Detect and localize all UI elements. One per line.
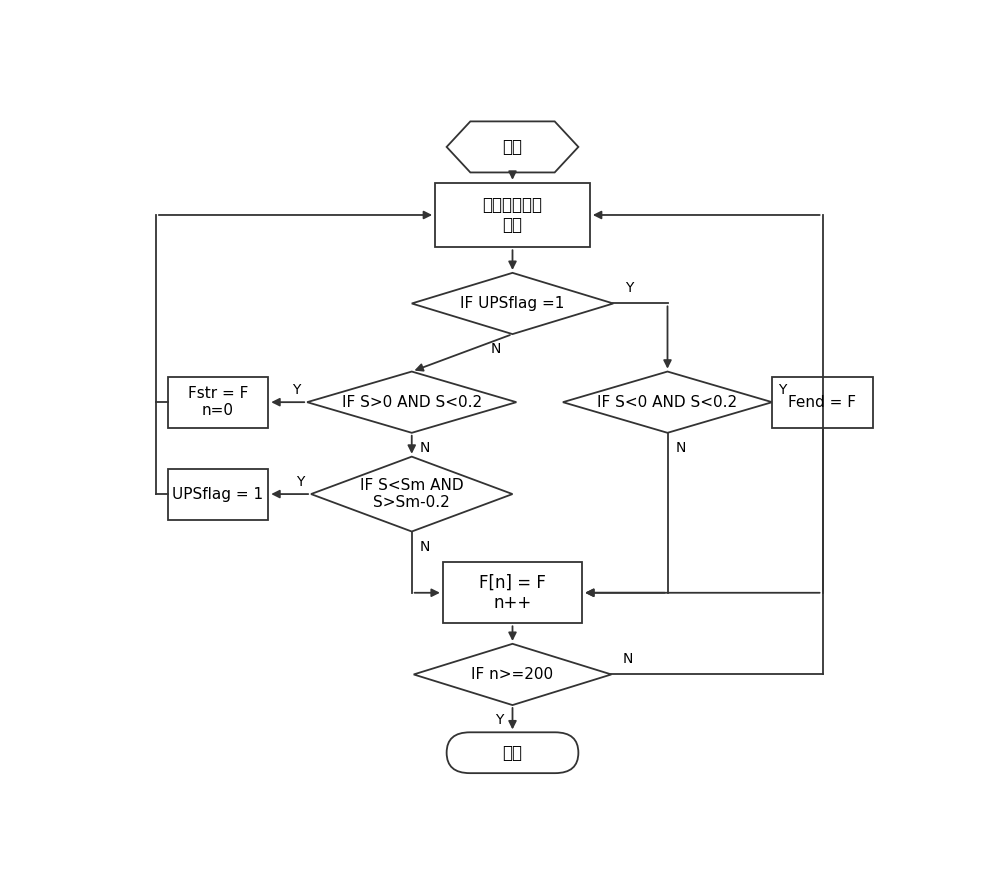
Text: Y: Y (625, 281, 633, 295)
Text: IF S>0 AND S<0.2: IF S>0 AND S<0.2 (342, 394, 482, 409)
Text: 结束: 结束 (503, 743, 522, 762)
Text: Fstr = F
n=0: Fstr = F n=0 (188, 386, 248, 418)
Text: N: N (420, 441, 430, 455)
Polygon shape (414, 644, 611, 705)
Text: Y: Y (495, 713, 503, 728)
Bar (168, 469, 268, 520)
Bar (443, 562, 582, 623)
Polygon shape (311, 457, 512, 531)
Bar (168, 377, 268, 428)
Text: Y: Y (293, 383, 301, 397)
Text: IF UPSflag =1: IF UPSflag =1 (460, 296, 565, 311)
Text: Y: Y (296, 475, 305, 489)
Text: 开始: 开始 (503, 138, 522, 156)
Text: Y: Y (778, 383, 787, 397)
Text: 二维矢量数据
采样: 二维矢量数据 采样 (482, 195, 542, 234)
Text: N: N (623, 652, 633, 667)
Bar (435, 183, 590, 248)
Text: F[n] = F
n++: F[n] = F n++ (479, 574, 546, 612)
Text: N: N (675, 441, 686, 455)
Text: UPSflag = 1: UPSflag = 1 (172, 486, 264, 501)
Text: N: N (490, 342, 501, 356)
Bar (772, 377, 873, 428)
Text: Fend = F: Fend = F (788, 394, 856, 409)
Polygon shape (563, 371, 772, 433)
Text: IF n>=200: IF n>=200 (471, 667, 554, 682)
Text: N: N (420, 539, 430, 553)
Polygon shape (412, 273, 613, 334)
Text: IF S<0 AND S<0.2: IF S<0 AND S<0.2 (597, 394, 738, 409)
Text: IF S<Sm AND
S>Sm-0.2: IF S<Sm AND S>Sm-0.2 (360, 478, 464, 510)
Polygon shape (447, 121, 578, 172)
FancyBboxPatch shape (447, 732, 578, 774)
Polygon shape (307, 371, 516, 433)
